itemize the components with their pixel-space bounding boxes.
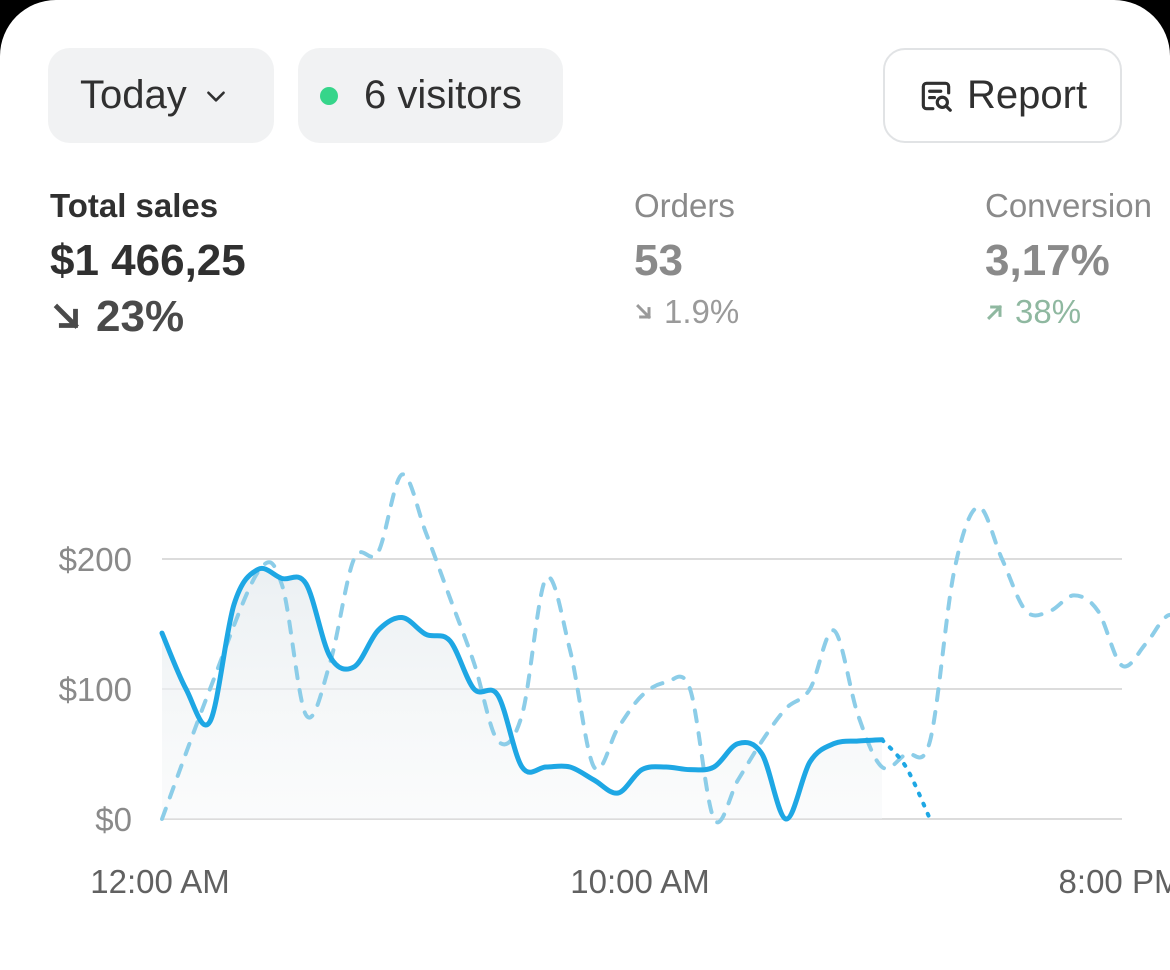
sales-area: [162, 568, 882, 820]
period-dropdown[interactable]: Today: [48, 48, 274, 143]
visitors-label: 6 visitors: [364, 73, 522, 117]
total-sales-change-value: 23%: [96, 292, 185, 341]
report-label: Report: [967, 73, 1088, 117]
orders-change-value: 1.9%: [664, 293, 740, 330]
total-sales-value: $1 466,25: [50, 236, 246, 285]
y-tick-label: $0: [95, 801, 132, 838]
period-label: Today: [80, 73, 187, 117]
conversion-value: 3,17%: [985, 236, 1110, 285]
metric-orders[interactable]: Orders 53 1.9%: [634, 186, 739, 334]
live-visitors-badge[interactable]: 6 visitors: [298, 48, 563, 143]
y-tick-label: $100: [59, 671, 132, 708]
metric-conversion[interactable]: Conversion 3,17% 38%: [985, 186, 1152, 334]
x-tick-label: 12:00 AM: [90, 863, 229, 900]
live-dot-icon: [320, 86, 338, 105]
metric-total-sales[interactable]: Total sales $1 466,25 23%: [50, 186, 246, 344]
conversion-label: Conversion: [985, 187, 1152, 224]
arrow-down-right-icon: [53, 303, 79, 329]
x-tick-label: 8:00 PM: [1059, 863, 1170, 900]
x-tick-label: 10:00 AM: [570, 863, 709, 900]
orders-label: Orders: [634, 187, 735, 224]
comparison-line: [160, 472, 1170, 825]
sales-line: [159, 565, 885, 822]
conversion-change-value: 38%: [1015, 293, 1082, 330]
arrow-down-right-icon: [636, 304, 652, 320]
report-button[interactable]: Report: [883, 48, 1122, 143]
sales-projection-line: [880, 737, 932, 821]
orders-value: 53: [634, 236, 683, 285]
total-sales-change: 23%: [50, 290, 246, 344]
arrow-up-right-icon: [987, 304, 1003, 320]
orders-change: 1.9%: [634, 290, 739, 334]
conversion-change: 38%: [985, 290, 1152, 334]
report-search-icon: [921, 81, 952, 112]
chevron-down-icon: [206, 90, 225, 102]
total-sales-label: Total sales: [50, 187, 219, 224]
y-tick-label: $200: [59, 541, 132, 578]
